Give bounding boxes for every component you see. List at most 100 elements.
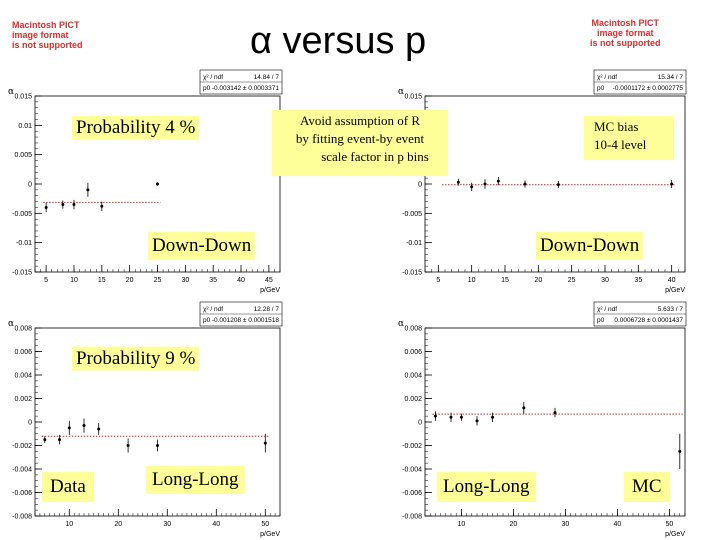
panel-bottom-left-data-point bbox=[67, 426, 71, 430]
panel-top-left-data-point bbox=[156, 182, 159, 186]
panel-top-left-data-point bbox=[72, 203, 76, 207]
panel-bottom-right-data-point bbox=[475, 419, 479, 423]
panel-top-left-x-tick-label: 40 bbox=[237, 277, 245, 284]
panel-top-left-x-tick-label: 10 bbox=[70, 277, 78, 284]
panel-top-right-x-tick-label: 30 bbox=[601, 277, 609, 284]
long-long-label-right: Long-Long bbox=[437, 472, 536, 502]
panel-bottom-left-stats-value: -0.001208 ± 0.0001518 bbox=[212, 317, 280, 324]
panel-top-right-data-point bbox=[483, 182, 487, 186]
panel-top-right-y-tick-label: -0.005 bbox=[402, 211, 422, 218]
panel-bottom-right-y-tick-label: 0.002 bbox=[404, 396, 422, 403]
panel-top-right-x-tick-label: 40 bbox=[668, 277, 676, 284]
panel-bottom-right-x-tick-label: 20 bbox=[510, 521, 518, 528]
panel-top-right-x-tick-label: 10 bbox=[468, 277, 476, 284]
mc-bias-note: MC bias 10-4 level bbox=[584, 116, 674, 160]
note-line: MC bias bbox=[594, 119, 639, 134]
panel-bottom-right-data-point bbox=[553, 411, 557, 415]
pict-notice-line: image format bbox=[596, 28, 654, 38]
panel-bottom-right-stats-key: p0 bbox=[597, 317, 605, 324]
panel-bottom-left-y-axis-label: α bbox=[8, 319, 14, 329]
pict-notice-line: Macintosh PICT bbox=[12, 20, 80, 30]
panel-bottom-left-stats-key: p0 bbox=[203, 317, 211, 324]
panel-bottom-left-data-point bbox=[156, 444, 159, 447]
panel-top-left-stats-value: -0.003142 ± 0.0003371 bbox=[212, 85, 280, 92]
panel-bottom-left-data-point bbox=[43, 438, 47, 442]
panel-bottom-right-x-tick-label: 50 bbox=[666, 521, 674, 528]
panel-bottom-left-y-tick-label: -0.008 bbox=[12, 514, 32, 521]
panel-top-right-x-axis-label: p/GeV bbox=[665, 287, 685, 294]
panel-bottom-right-data-point bbox=[522, 406, 526, 410]
panel-top-left-stats-value: 14.84 / 7 bbox=[254, 74, 280, 81]
panel-bottom-right-stats-key: χ² / ndf bbox=[597, 306, 617, 313]
panel-top-left-data-point bbox=[44, 205, 48, 209]
panel-top-left-stats-key: χ² / ndf bbox=[203, 74, 223, 81]
mc-label: MC bbox=[624, 472, 670, 502]
panel-bottom-right-x-tick-label: 10 bbox=[458, 521, 466, 528]
panel-top-left-y-tick-label: 0.005 bbox=[14, 152, 32, 159]
note-line: scale factor in p bins bbox=[321, 149, 429, 164]
panel-top-left-x-tick-label: 20 bbox=[126, 277, 134, 284]
panel-top-right-data-point bbox=[670, 182, 674, 186]
panel-top-left-y-tick-label: 0.01 bbox=[18, 123, 32, 130]
panel-bottom-left-y-tick-label: -0.004 bbox=[12, 467, 32, 474]
panel-bottom-left-data-point bbox=[82, 424, 86, 428]
panel-top-left-x-axis-label: p/GeV bbox=[260, 287, 280, 294]
panel-bottom-left-stats-key: χ² / ndf bbox=[203, 306, 223, 313]
panel-top-right-x-tick-label: 5 bbox=[436, 277, 440, 284]
panel-bottom-right-y-axis-label: α bbox=[398, 319, 404, 329]
panel-bottom-left-y-tick-label: 0.004 bbox=[14, 373, 32, 380]
panel-top-right-data-point bbox=[456, 180, 460, 184]
panel-top-left-data-point bbox=[61, 203, 65, 207]
panel-bottom-right-y-tick-label: -0.002 bbox=[402, 443, 422, 450]
panel-bottom-right-y-tick-label: 0.004 bbox=[404, 373, 422, 380]
panel-top-right-y-tick-label: -0.015 bbox=[402, 270, 422, 277]
panel-top-left-x-tick-label: 30 bbox=[181, 277, 189, 284]
panel-top-left-data-point bbox=[86, 188, 90, 192]
down-down-label-right: Down-Down bbox=[536, 232, 644, 260]
panel-bottom-right-y-tick-label: 0.008 bbox=[404, 326, 422, 333]
panel-top-right-stats-value: -0.0001172 ± 0.0002775 bbox=[613, 85, 684, 92]
panel-bottom-right-data-point bbox=[433, 414, 437, 418]
panel-top-right-x-tick-label: 25 bbox=[568, 277, 576, 284]
note-line: 10-4 level bbox=[594, 137, 647, 152]
panel-bottom-left-data-point bbox=[126, 444, 130, 447]
panel-top-right-data-point bbox=[523, 182, 527, 186]
panel-bottom-left-data-point bbox=[263, 441, 267, 445]
panel-bottom-right-stats-value: 0.0006728 ± 0.0001437 bbox=[614, 317, 683, 324]
panel-top-left-x-tick-label: 35 bbox=[209, 277, 217, 284]
panel-bottom-left-y-tick-label: 0.006 bbox=[14, 349, 32, 356]
pict-unsupported-notice-left: Macintosh PICT image format is not suppo… bbox=[12, 20, 83, 50]
note-line: by fitting event-by event bbox=[295, 131, 425, 146]
panel-top-left-data-point bbox=[100, 204, 104, 208]
panel-top-left-x-tick-label: 25 bbox=[154, 277, 162, 284]
panel-bottom-right-stats-value: 5.633 / 7 bbox=[658, 306, 684, 313]
pict-unsupported-notice-right: Macintosh PICT image format is not suppo… bbox=[590, 18, 661, 48]
probability-4-label: Probability 4 % bbox=[72, 116, 200, 140]
panel-bottom-left-x-tick-label: 50 bbox=[261, 521, 269, 528]
panel-top-left-y-axis-label: α bbox=[8, 87, 14, 97]
panel-top-left-x-tick-label: 5 bbox=[44, 277, 48, 284]
panel-bottom-right-x-tick-label: 30 bbox=[562, 521, 570, 528]
panel-top-left-y-tick-label: 0.015 bbox=[14, 94, 32, 101]
panel-top-left-y-tick-label: -0.005 bbox=[12, 211, 32, 218]
long-long-label-left: Long-Long bbox=[146, 466, 245, 494]
panel-bottom-right-y-tick-label: 0 bbox=[418, 420, 422, 427]
panel-bottom-left-y-tick-label: 0.002 bbox=[14, 396, 32, 403]
panel-bottom-right-data-point bbox=[491, 415, 495, 419]
panel-top-right-y-axis-label: α bbox=[398, 87, 404, 97]
panel-top-left-stats-key: p0 bbox=[203, 85, 211, 92]
slide-title: α versus p bbox=[250, 20, 427, 62]
panel-bottom-left-x-tick-label: 20 bbox=[114, 521, 122, 528]
panel-bottom-left-x-axis-label: p/GeV bbox=[260, 531, 280, 538]
panel-bottom-left-y-tick-label: -0.006 bbox=[12, 490, 32, 497]
panel-top-right-x-tick-label: 20 bbox=[534, 277, 542, 284]
panel-top-right-y-tick-label: -0.01 bbox=[406, 240, 422, 247]
panel-top-left-x-tick-label: 15 bbox=[98, 277, 106, 284]
panel-bottom-right-y-tick-label: 0.006 bbox=[404, 349, 422, 356]
panel-top-right-stats-key: p0 bbox=[597, 85, 605, 92]
panel-top-right-stats-key: χ² / ndf bbox=[597, 74, 617, 81]
panel-bottom-right-y-tick-label: -0.008 bbox=[402, 514, 422, 521]
panel-bottom-right-data-point bbox=[678, 449, 682, 453]
pict-notice-line: is not supported bbox=[590, 38, 661, 48]
